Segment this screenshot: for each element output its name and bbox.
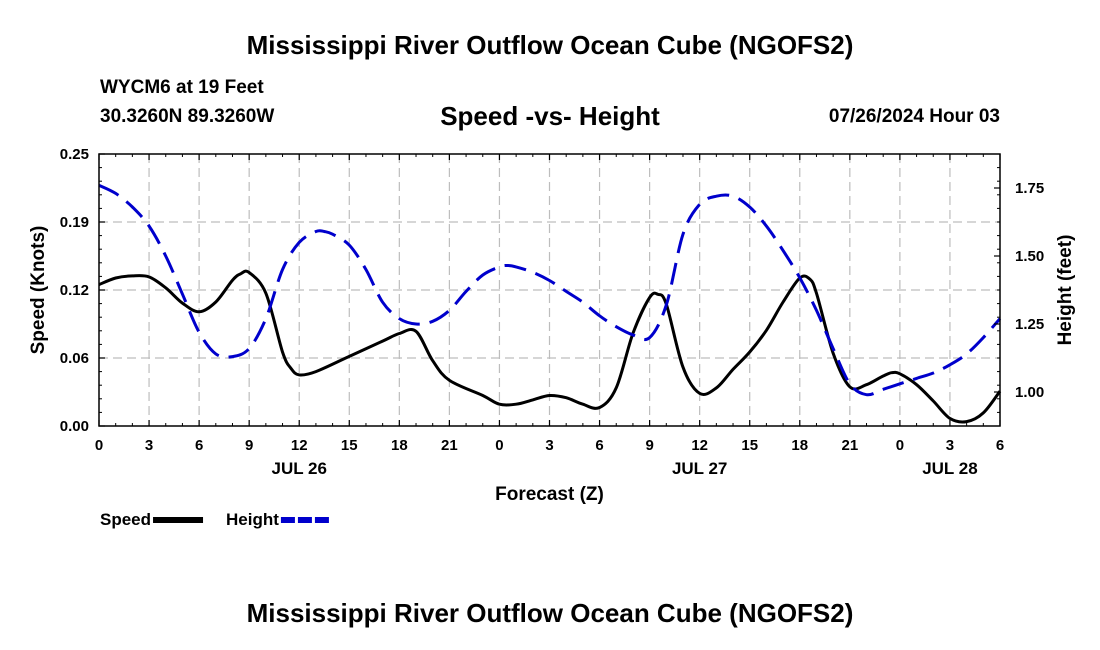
- series-line-speed: [98, 269, 1002, 424]
- y-tick-label-right: 1.00: [1015, 384, 1044, 401]
- chart-title-repeat: Mississippi River Outflow Ocean Cube (NG…: [246, 598, 854, 628]
- date-label: JUL 26: [271, 459, 326, 478]
- series-line-height: [98, 183, 1002, 397]
- legend-label-height: Height: [226, 510, 279, 529]
- x-tick-label: 6: [595, 437, 603, 454]
- x-tick-label: 0: [495, 437, 503, 454]
- legend-label-speed: Speed: [100, 510, 151, 529]
- forecast-datestamp: 07/26/2024 Hour 03: [828, 106, 1000, 127]
- x-tick-label: 3: [946, 437, 954, 454]
- x-tick-label: 6: [996, 437, 1004, 454]
- legend: Speed Height: [100, 510, 331, 529]
- y-axis-label-right: Height (feet): [1055, 235, 1076, 346]
- chart-subtitle: Speed -vs- Height: [440, 101, 660, 131]
- y-tick-label-right: 1.75: [1015, 180, 1044, 197]
- y-tick-label-left: 0.25: [60, 146, 89, 163]
- series-layer: [98, 183, 1002, 424]
- ticks: 0 3 6 9 12 15 18 21 0 3 6 9 12 15 18 21 0 3 6 JUL 26 JUL 27 J…: [60, 146, 1044, 478]
- x-tick-label: 6: [195, 437, 203, 454]
- x-tick-label: 15: [341, 437, 358, 454]
- y-tick-label-left: 0.00: [60, 418, 89, 435]
- x-tick-label: 21: [441, 437, 458, 454]
- x-axis-label: Forecast (Z): [495, 484, 604, 505]
- coordinates-label: 30.3260N 89.3260W: [100, 106, 275, 127]
- date-label: JUL 28: [922, 459, 977, 478]
- y-tick-label-right: 1.25: [1015, 316, 1044, 333]
- x-tick-label: 0: [95, 437, 103, 454]
- x-tick-label: 0: [896, 437, 904, 454]
- x-tick-label: 15: [741, 437, 758, 454]
- y-tick-label-left: 0.19: [60, 214, 89, 231]
- x-tick-label: 3: [145, 437, 153, 454]
- date-label: JUL 27: [672, 459, 727, 478]
- x-tick-label: 21: [841, 437, 858, 454]
- y-tick-label-left: 0.12: [60, 282, 89, 299]
- x-tick-label: 9: [245, 437, 253, 454]
- y-axis-label-left: Speed (Knots): [28, 226, 49, 355]
- x-tick-label: 12: [291, 437, 308, 454]
- station-label: WYCM6 at 19 Feet: [100, 77, 264, 98]
- x-tick-label: 12: [691, 437, 708, 454]
- x-tick-label: 9: [645, 437, 653, 454]
- x-tick-label: 3: [545, 437, 553, 454]
- y-tick-label-right: 1.50: [1015, 248, 1044, 265]
- x-tick-label: 18: [391, 437, 408, 454]
- y-tick-label-left: 0.06: [60, 350, 89, 367]
- x-tick-label: 18: [791, 437, 808, 454]
- grid: [99, 154, 1000, 426]
- chart-title: Mississippi River Outflow Ocean Cube (NG…: [246, 30, 854, 60]
